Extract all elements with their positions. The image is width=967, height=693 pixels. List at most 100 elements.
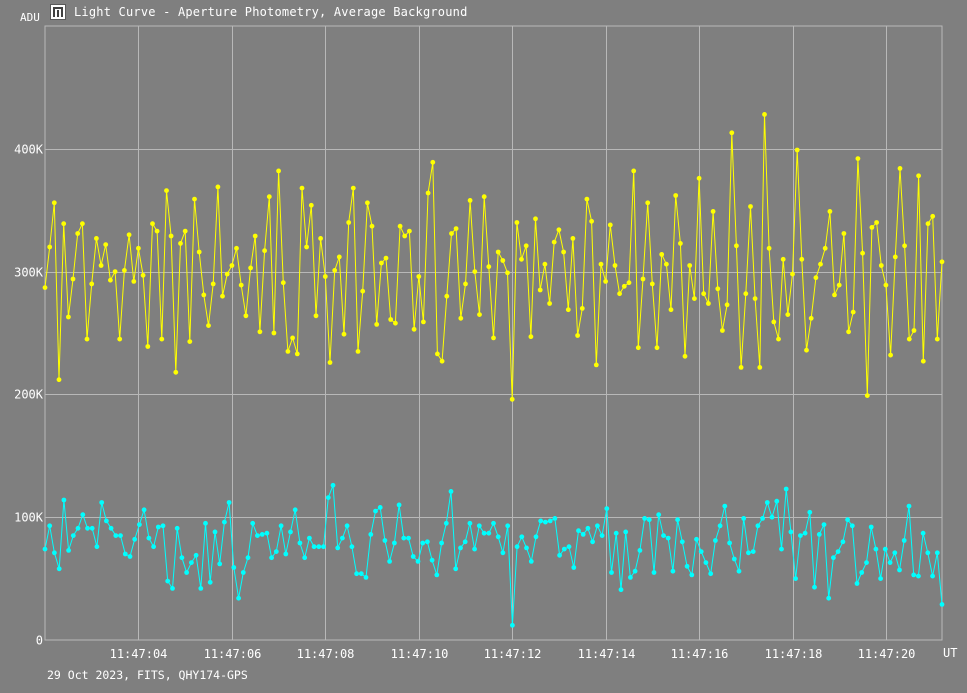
series-0-point — [916, 173, 921, 179]
series-1-point — [708, 571, 714, 577]
series-0-point — [187, 339, 193, 344]
series-1-point — [467, 520, 473, 526]
series-0-point — [822, 245, 828, 251]
series-0-point — [308, 202, 314, 208]
series-1-point — [56, 566, 62, 572]
series-1-point — [939, 602, 945, 607]
series-0-point — [402, 233, 408, 239]
series-1-point — [623, 529, 629, 535]
series-1-point — [859, 570, 865, 575]
series-1-point — [746, 550, 751, 556]
series-1-point — [85, 525, 90, 531]
series-0-point — [313, 313, 319, 319]
series-1-point — [609, 570, 614, 575]
y-tick-label: 300K — [14, 266, 44, 280]
series-0-point — [892, 254, 898, 260]
series-1-point — [547, 518, 553, 524]
series-0-point — [145, 344, 151, 349]
series-1-point — [538, 518, 544, 524]
series-1-point — [604, 506, 610, 511]
series-1-point — [231, 565, 237, 570]
series-0-point — [280, 280, 286, 286]
series-0-point — [94, 236, 99, 241]
series-1-point — [472, 546, 477, 552]
series-0-point — [75, 231, 81, 236]
series-0-point — [720, 328, 725, 333]
series-0-point — [243, 313, 249, 319]
series-0-point — [920, 358, 926, 364]
series-1-point — [443, 520, 449, 526]
y-tick-label: 0 — [36, 634, 43, 648]
series-0-point — [89, 281, 95, 287]
series-0-point — [365, 200, 370, 206]
series-1-point — [882, 546, 888, 552]
x-tick-label: 11:47:06 — [204, 647, 262, 661]
series-0-point — [379, 260, 384, 266]
series-0-point — [897, 166, 903, 171]
x-tick-label: 11:47:20 — [858, 647, 916, 661]
series-0-point — [276, 168, 281, 174]
series-0-point — [70, 276, 76, 282]
series-0-point — [906, 336, 912, 342]
series-1-point — [920, 530, 926, 536]
series-0-point — [42, 285, 48, 290]
series-1-point — [783, 486, 789, 492]
series-1-point — [462, 539, 468, 545]
series-0-point — [869, 225, 875, 230]
series-0-point — [841, 231, 847, 236]
series-1-point — [325, 495, 331, 500]
series-0-point — [467, 198, 473, 203]
series-0-point — [182, 228, 188, 234]
series-1-point — [321, 544, 326, 550]
series-1-point — [717, 523, 723, 529]
chart-title: Light Curve - Aperture Photometry, Avera… — [74, 5, 468, 19]
series-1-point — [741, 516, 747, 521]
series-1-point — [189, 560, 194, 565]
series-0-point — [911, 328, 917, 333]
series-0-point — [790, 271, 795, 277]
x-axis-label: UT — [943, 646, 957, 660]
series-0-point — [584, 196, 590, 202]
series-1-point — [566, 544, 572, 550]
series-1-point — [259, 532, 265, 537]
series-1-point — [288, 529, 293, 535]
series-0-point — [224, 271, 230, 277]
light-curve-app-icon[interactable] — [50, 4, 66, 20]
series-1-point — [887, 560, 893, 565]
series-0-point — [939, 259, 945, 265]
series-0-point — [813, 275, 819, 281]
series-1-point — [821, 522, 827, 527]
series-1-point — [42, 546, 48, 552]
series-1-point — [377, 505, 383, 510]
series-1-point — [174, 525, 180, 531]
x-tick-label: 11:47:12 — [484, 647, 542, 661]
series-0-point — [201, 292, 207, 298]
x-tick-label: 11:47:04 — [110, 647, 168, 661]
series-0-point — [327, 360, 333, 365]
series-1-point — [779, 546, 784, 552]
series-1-point — [292, 507, 298, 513]
series-1-point — [679, 539, 685, 545]
series-1-point — [689, 572, 695, 578]
series-0-point — [318, 236, 323, 241]
series-0-point — [369, 223, 375, 229]
series-1-point — [358, 571, 364, 577]
series-1-point — [151, 544, 157, 550]
series-0-point — [355, 349, 361, 354]
series-0-point — [505, 270, 510, 276]
series-1-point — [401, 535, 407, 541]
series-0-point — [645, 200, 651, 206]
series-0-point — [294, 351, 300, 357]
series-0-point — [649, 281, 655, 287]
series-0-point — [458, 315, 464, 321]
series-1-point — [302, 555, 308, 561]
series-1-point — [118, 533, 123, 538]
series-0-point — [299, 185, 305, 191]
series-0-point — [472, 269, 478, 274]
series-0-point — [495, 249, 501, 255]
series-0-point — [528, 334, 534, 340]
series-0-point — [537, 287, 543, 293]
series-1-point — [448, 489, 454, 494]
series-0-point — [864, 393, 870, 398]
